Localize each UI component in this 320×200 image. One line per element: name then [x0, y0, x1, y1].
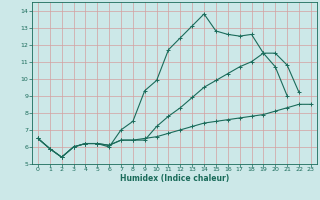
X-axis label: Humidex (Indice chaleur): Humidex (Indice chaleur) [120, 174, 229, 183]
